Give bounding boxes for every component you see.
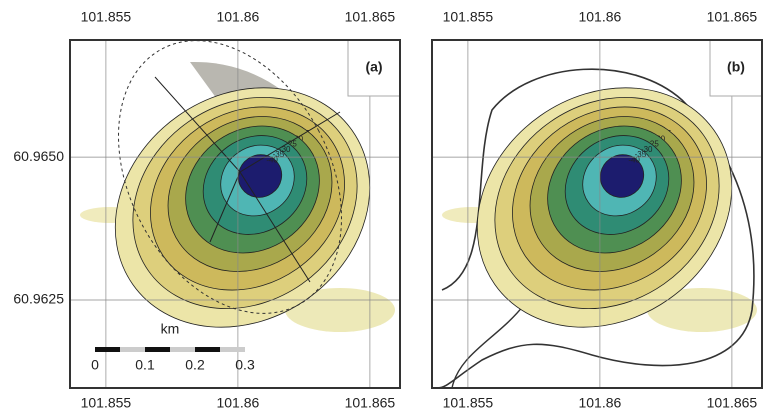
x-tick-label: 101.865	[345, 9, 396, 25]
shoreline	[436, 68, 755, 388]
transect	[154, 76, 241, 173]
panel-label-box	[709, 39, 763, 97]
contour-label: -30	[279, 145, 291, 154]
x-tick-label: 101.86	[578, 9, 621, 25]
shoal-patch	[647, 288, 757, 332]
scale-segment	[195, 347, 220, 352]
x-tick-label: 101.855	[81, 9, 132, 25]
panel-frame	[431, 39, 763, 389]
x-tick-label: 101.865	[707, 395, 758, 411]
transect	[239, 171, 311, 283]
transect	[239, 111, 341, 173]
shoal-patch	[285, 288, 395, 332]
panel-label: (a)	[365, 59, 382, 75]
scale-tick-label: 0.2	[185, 357, 205, 373]
x-tick-label: 101.865	[345, 395, 396, 411]
map-panel: -5-10-15-20-25-30-35-40	[70, 40, 400, 388]
x-tick-label: 101.86	[216, 395, 259, 411]
x-tick-label: 101.865	[707, 9, 758, 25]
contour-label: -25	[647, 140, 659, 149]
contour-label: -35	[273, 150, 285, 159]
scale-tick-label: 0.3	[235, 357, 255, 373]
survey-boundary	[118, 40, 342, 314]
contour-label: -40	[628, 155, 640, 164]
contour-label: -40	[266, 155, 278, 164]
contour-label: -25	[285, 140, 297, 149]
scale-unit: km	[161, 321, 180, 337]
x-tick-label: 101.855	[81, 395, 132, 411]
y-tick-label: 60.9625	[13, 291, 64, 307]
map-panel: -5-10-15-20-25-30-35-40	[432, 40, 762, 388]
panel-frame	[69, 39, 401, 389]
panel-label-box	[347, 39, 401, 97]
transect	[209, 171, 241, 243]
depth-contour	[599, 154, 645, 198]
contour-label: -35	[635, 150, 647, 159]
contour-label: -30	[641, 145, 653, 154]
x-tick-label: 101.855	[443, 395, 494, 411]
panel-label: (b)	[727, 59, 745, 75]
scale-tick-label: 0.1	[135, 357, 155, 373]
scale-segment	[220, 347, 245, 352]
y-tick-label: 60.9650	[13, 148, 64, 164]
x-tick-label: 101.86	[578, 395, 621, 411]
scale-segment	[170, 347, 195, 352]
scale-segment	[145, 347, 170, 352]
scale-segment	[120, 347, 145, 352]
x-tick-label: 101.855	[443, 9, 494, 25]
scale-tick-label: 0	[91, 357, 99, 373]
x-tick-label: 101.86	[216, 9, 259, 25]
scale-segment	[95, 347, 120, 352]
